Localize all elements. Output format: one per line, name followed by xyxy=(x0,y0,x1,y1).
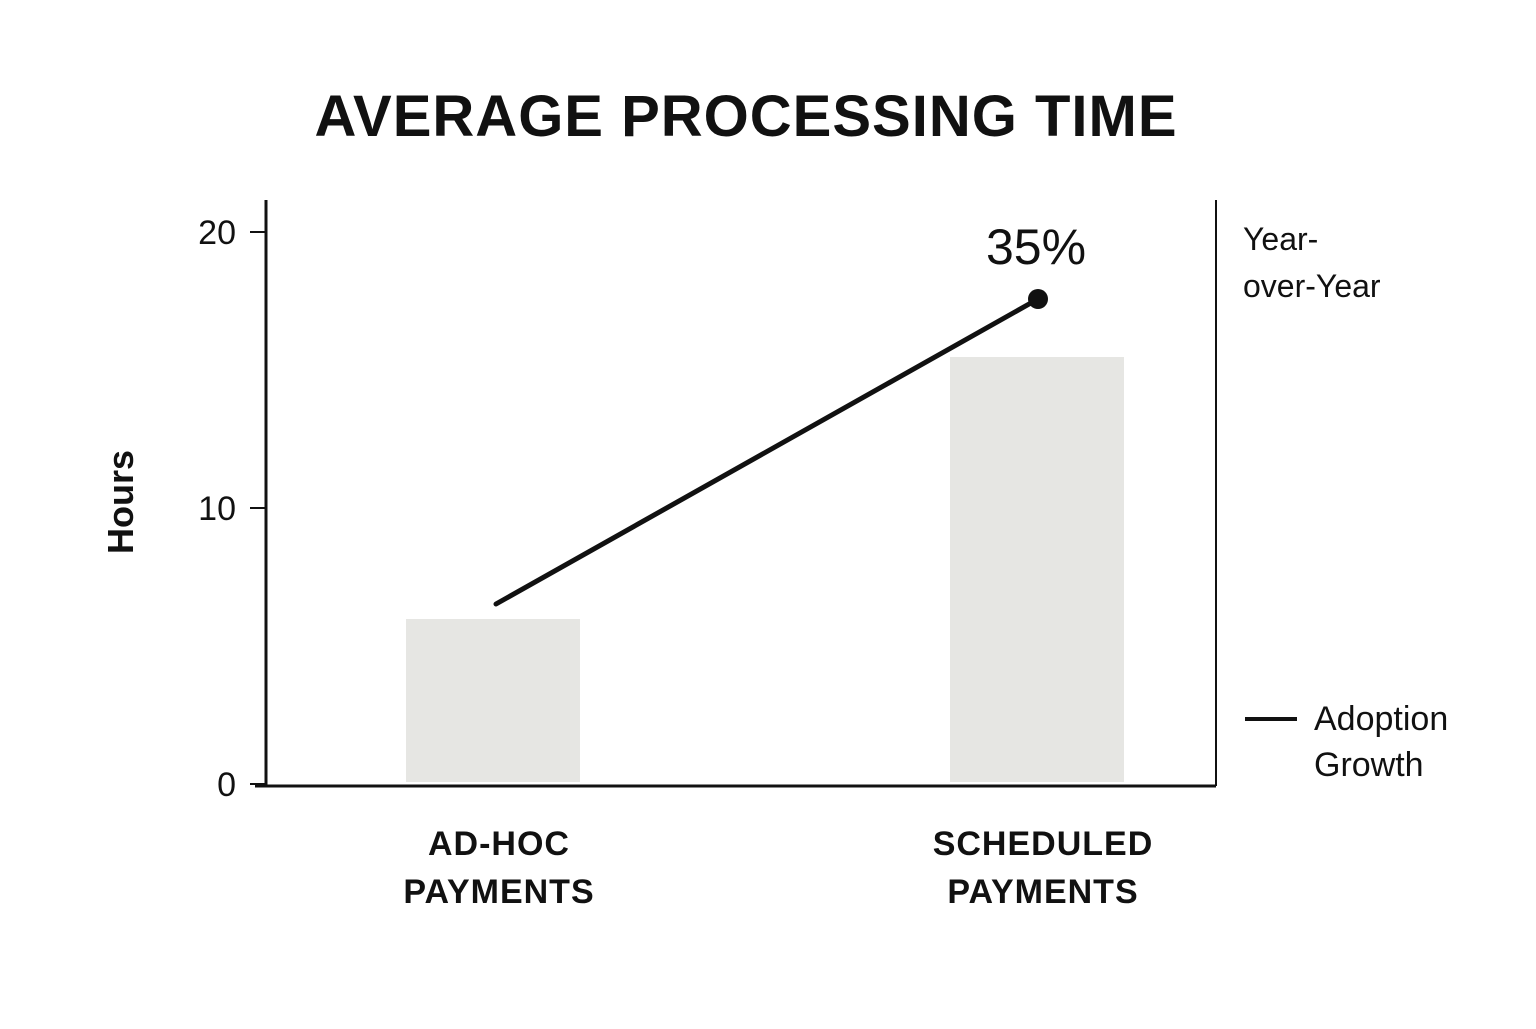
category-label-1-line-2: PAYMENTS xyxy=(947,873,1138,911)
trend-line xyxy=(493,296,1041,607)
legend: Adoption Growth xyxy=(1245,700,1448,784)
bar-1 xyxy=(950,357,1124,782)
category-label-1-line-1: SCHEDULED xyxy=(933,825,1154,863)
note-line-2: over-Year xyxy=(1243,268,1381,304)
legend-label-line-2: Growth xyxy=(1314,746,1424,784)
y-tick-label-0: 0 xyxy=(217,766,236,804)
note-line-1: Year- xyxy=(1243,221,1318,257)
bar-0 xyxy=(406,619,580,782)
bars xyxy=(406,357,1124,782)
trend-line-end-point xyxy=(1028,289,1048,309)
y-ticks: 0 10 20 xyxy=(198,214,266,804)
chart-title: AVERAGE PROCESSING TIME xyxy=(314,84,1177,149)
y-tick-label-2: 20 xyxy=(198,214,236,252)
category-label-0-line-1: AD-HOC xyxy=(428,825,570,863)
year-over-year-note: Year- over-Year xyxy=(1243,221,1381,304)
y-axis-label: Hours xyxy=(100,450,141,554)
legend-label-line-1: Adoption xyxy=(1314,700,1448,738)
trend-end-label: 35% xyxy=(986,219,1086,275)
category-labels: AD-HOC PAYMENTS SCHEDULED PAYMENTS xyxy=(403,825,1154,911)
category-label-0-line-2: PAYMENTS xyxy=(403,873,594,911)
y-tick-label-1: 10 xyxy=(198,490,236,528)
trend-line-group: 35% xyxy=(493,219,1086,607)
